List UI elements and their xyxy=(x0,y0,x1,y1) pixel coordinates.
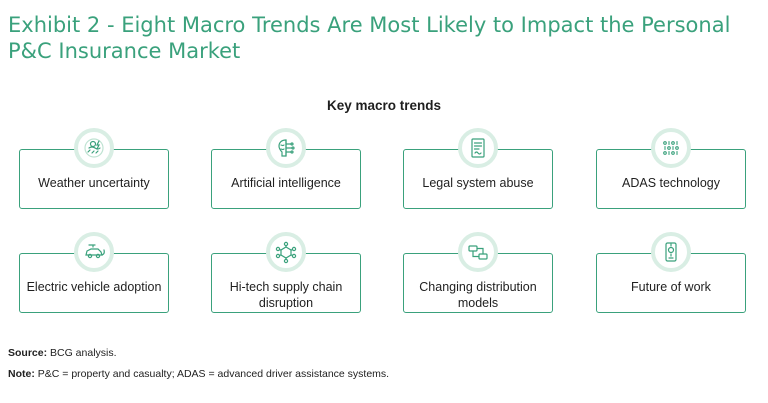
trend-label: Changing distribution models xyxy=(419,280,537,310)
binary-code-icon xyxy=(651,128,691,168)
exhibit-title: Exhibit 2 - Eight Macro Trends Are Most … xyxy=(8,13,731,63)
trend-label: Hi-tech supply chain disruption xyxy=(229,280,343,310)
mobile-device-icon xyxy=(651,232,691,272)
source-label: Source: xyxy=(8,347,48,359)
diagram-subtitle: Key macro trends xyxy=(326,98,442,113)
trend-label: ADAS technology xyxy=(622,176,720,190)
trend-label: Electric vehicle adoption xyxy=(26,280,162,294)
electric-car-icon xyxy=(74,232,114,272)
weather-icon xyxy=(74,128,114,168)
trend-label: Legal system abuse xyxy=(422,176,534,190)
trend-label: Weather uncertainty xyxy=(38,176,150,190)
note-text: P&C = property and casualty; ADAS = adva… xyxy=(37,368,390,380)
trend-label: Artificial intelligence xyxy=(231,176,341,190)
brain-chip-icon xyxy=(266,128,306,168)
abbreviation-note: Note: P&C = property and casualty; ADAS … xyxy=(8,368,389,380)
legal-document-icon xyxy=(458,128,498,168)
distribution-flow-icon xyxy=(458,232,498,272)
note-label: Note: xyxy=(8,368,35,380)
trend-label: Future of work xyxy=(631,280,711,294)
source-text: BCG analysis. xyxy=(50,347,117,359)
trend-card-future-work: Future of work xyxy=(596,253,746,313)
source-note: Source: BCG analysis. xyxy=(8,347,117,359)
network-nodes-icon xyxy=(266,232,306,272)
